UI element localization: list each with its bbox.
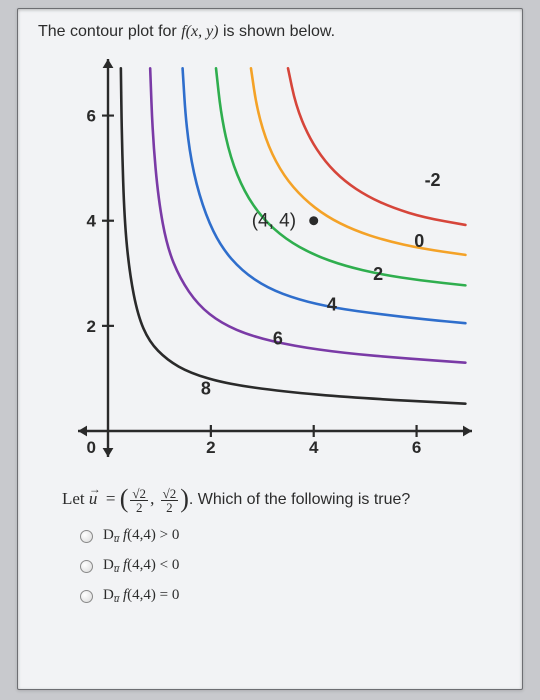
svg-text:2: 2 — [87, 317, 96, 336]
question-tail: . Which of the following is true? — [189, 491, 410, 508]
question-line: Let u = (√22, √22). Which of the followi… — [62, 485, 502, 515]
choice-b[interactable]: Du̅ f(4,4) < 0 — [80, 557, 502, 575]
problem-sheet: The contour plot for f(x, y) is shown be… — [17, 8, 523, 690]
svg-text:2: 2 — [206, 438, 215, 457]
svg-text:4: 4 — [87, 212, 97, 231]
let-u-equals: Let u = (√22, √22) — [62, 489, 189, 508]
svg-text:8: 8 — [201, 378, 211, 398]
svg-text:0: 0 — [87, 438, 96, 457]
svg-text:4: 4 — [327, 294, 337, 314]
svg-text:(4, 4): (4, 4) — [252, 211, 296, 232]
prompt-line: The contour plot for f(x, y) is shown be… — [38, 23, 502, 41]
svg-text:0: 0 — [414, 231, 424, 251]
svg-text:-2: -2 — [425, 170, 441, 190]
svg-text:6: 6 — [87, 107, 96, 126]
radio-a[interactable] — [80, 530, 93, 543]
prompt-before: The contour plot for — [38, 23, 181, 40]
prompt-after: is shown below. — [219, 23, 336, 40]
prompt-fn: f(x, y) — [181, 23, 218, 40]
svg-text:6: 6 — [412, 438, 421, 457]
radio-c[interactable] — [80, 590, 93, 603]
choice-a[interactable]: Du̅ f(4,4) > 0 — [80, 527, 502, 545]
radio-b[interactable] — [80, 560, 93, 573]
svg-text:4: 4 — [309, 438, 319, 457]
choice-label-a: Du̅ f(4,4) > 0 — [103, 527, 179, 545]
choice-label-c: Du̅ f(4,4) = 0 — [103, 587, 179, 605]
choice-c[interactable]: Du̅ f(4,4) = 0 — [80, 587, 502, 605]
choice-label-b: Du̅ f(4,4) < 0 — [103, 557, 179, 575]
contour-plot: 2 4 6 2 4 6 0 8 6 4 2 0 -2 (4, 4) — [60, 51, 480, 471]
svg-text:2: 2 — [373, 264, 383, 284]
svg-text:6: 6 — [273, 328, 283, 348]
answer-choices: Du̅ f(4,4) > 0 Du̅ f(4,4) < 0 Du̅ f(4,4) =… — [80, 527, 502, 605]
contour-svg: 2 4 6 2 4 6 0 8 6 4 2 0 -2 (4, 4) — [60, 51, 480, 471]
